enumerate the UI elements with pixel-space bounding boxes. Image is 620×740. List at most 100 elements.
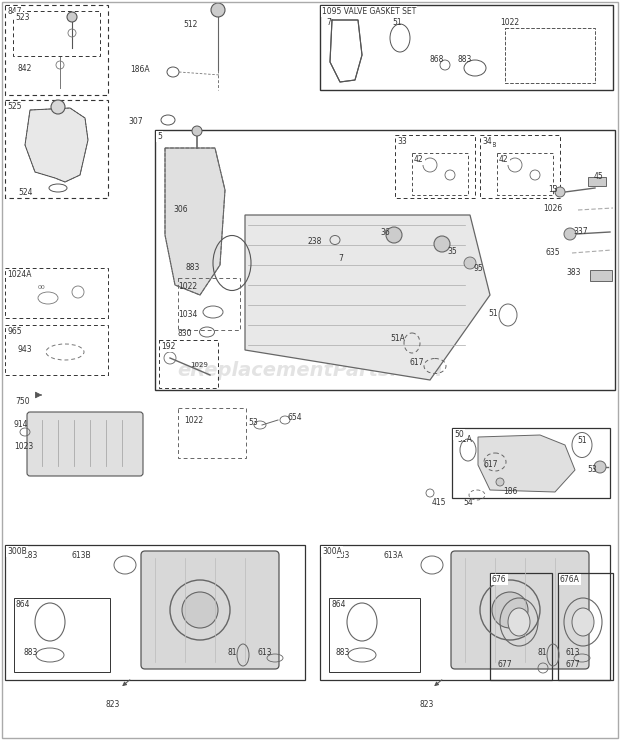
Text: 337: 337 <box>573 227 588 236</box>
Ellipse shape <box>508 608 530 636</box>
Text: 617: 617 <box>410 358 425 367</box>
Text: 676A: 676A <box>560 575 580 584</box>
Text: 35: 35 <box>447 247 457 256</box>
Circle shape <box>496 478 504 486</box>
Text: 868: 868 <box>483 142 497 148</box>
Bar <box>588 177 606 186</box>
Bar <box>558 573 613 680</box>
FancyBboxPatch shape <box>27 412 143 476</box>
Bar <box>320 5 613 90</box>
Bar <box>155 130 615 390</box>
Circle shape <box>182 592 218 628</box>
Text: 45: 45 <box>594 172 604 181</box>
Bar <box>497 153 553 195</box>
Text: 1022: 1022 <box>500 18 519 27</box>
Text: 864: 864 <box>331 600 345 609</box>
Bar <box>5 545 305 680</box>
Circle shape <box>492 592 528 628</box>
Text: 42: 42 <box>414 155 423 164</box>
Circle shape <box>555 187 565 197</box>
Text: 830: 830 <box>178 329 192 338</box>
Text: 883: 883 <box>335 551 350 560</box>
Text: 7: 7 <box>338 254 343 263</box>
Circle shape <box>434 236 450 252</box>
Text: 42: 42 <box>499 155 508 164</box>
Text: 13: 13 <box>548 185 557 194</box>
Bar <box>505 28 595 83</box>
Bar <box>5 268 108 318</box>
Text: 677: 677 <box>497 660 511 669</box>
Bar <box>14 598 110 672</box>
Text: 81: 81 <box>538 648 547 657</box>
Bar <box>159 340 218 388</box>
Circle shape <box>594 461 606 473</box>
Text: 883: 883 <box>335 648 350 657</box>
Text: 7: 7 <box>326 18 331 27</box>
Text: 512: 512 <box>183 20 197 29</box>
Text: 1024A: 1024A <box>7 270 32 279</box>
Text: 635: 635 <box>546 248 560 257</box>
Text: 823: 823 <box>420 700 435 709</box>
Text: 525: 525 <box>7 102 22 111</box>
Polygon shape <box>478 435 575 492</box>
Bar <box>480 135 560 198</box>
Text: 1023: 1023 <box>14 442 33 451</box>
Text: 1095 VALVE GASKET SET: 1095 VALVE GASKET SET <box>322 7 416 16</box>
Text: 914: 914 <box>14 420 29 429</box>
Text: 617: 617 <box>483 460 497 469</box>
Circle shape <box>464 257 476 269</box>
Text: 383: 383 <box>566 268 580 277</box>
Text: 1029: 1029 <box>190 362 208 368</box>
Bar <box>13 11 100 56</box>
Text: 676: 676 <box>492 575 507 584</box>
Text: 51: 51 <box>488 309 498 318</box>
Text: 847: 847 <box>7 7 22 16</box>
Polygon shape <box>25 108 88 182</box>
Text: 53: 53 <box>248 418 258 427</box>
Circle shape <box>192 126 202 136</box>
Text: 95: 95 <box>474 264 484 273</box>
Text: 613: 613 <box>258 648 273 657</box>
FancyBboxPatch shape <box>141 551 279 669</box>
Text: 842: 842 <box>18 64 32 73</box>
Text: 523: 523 <box>15 13 30 22</box>
Text: 1026: 1026 <box>543 204 562 213</box>
Circle shape <box>51 100 65 114</box>
Text: 868: 868 <box>430 55 445 64</box>
Text: 965: 965 <box>7 327 22 336</box>
Text: 883: 883 <box>458 55 472 64</box>
Bar <box>320 545 610 680</box>
Text: 883: 883 <box>185 263 200 272</box>
Text: 81: 81 <box>228 648 237 657</box>
Text: 677: 677 <box>566 660 580 669</box>
Text: 51A: 51A <box>390 334 405 343</box>
Text: 5: 5 <box>157 132 162 141</box>
Text: 00: 00 <box>38 285 46 290</box>
Bar <box>5 5 108 95</box>
Text: 307: 307 <box>128 117 143 126</box>
Circle shape <box>67 12 77 22</box>
Bar <box>329 598 420 672</box>
Text: 192: 192 <box>161 342 175 351</box>
Polygon shape <box>245 215 490 380</box>
Bar <box>412 153 468 195</box>
Text: 943: 943 <box>18 345 33 354</box>
Text: 306: 306 <box>173 205 188 214</box>
Bar <box>5 325 108 375</box>
Ellipse shape <box>572 608 594 636</box>
Text: 1022: 1022 <box>184 416 203 425</box>
Text: 750: 750 <box>15 397 30 406</box>
Text: 864: 864 <box>16 600 30 609</box>
Bar <box>395 135 475 198</box>
Text: 36: 36 <box>380 228 390 237</box>
Text: 883: 883 <box>24 551 38 560</box>
Text: 186: 186 <box>503 487 517 496</box>
Text: 54: 54 <box>463 498 472 507</box>
Text: 238: 238 <box>308 237 322 246</box>
Circle shape <box>211 3 225 17</box>
Bar <box>590 270 612 281</box>
Text: 613B: 613B <box>72 551 92 560</box>
Text: 50: 50 <box>454 430 464 439</box>
Text: 51A: 51A <box>457 435 472 444</box>
Text: 1022: 1022 <box>178 282 197 291</box>
